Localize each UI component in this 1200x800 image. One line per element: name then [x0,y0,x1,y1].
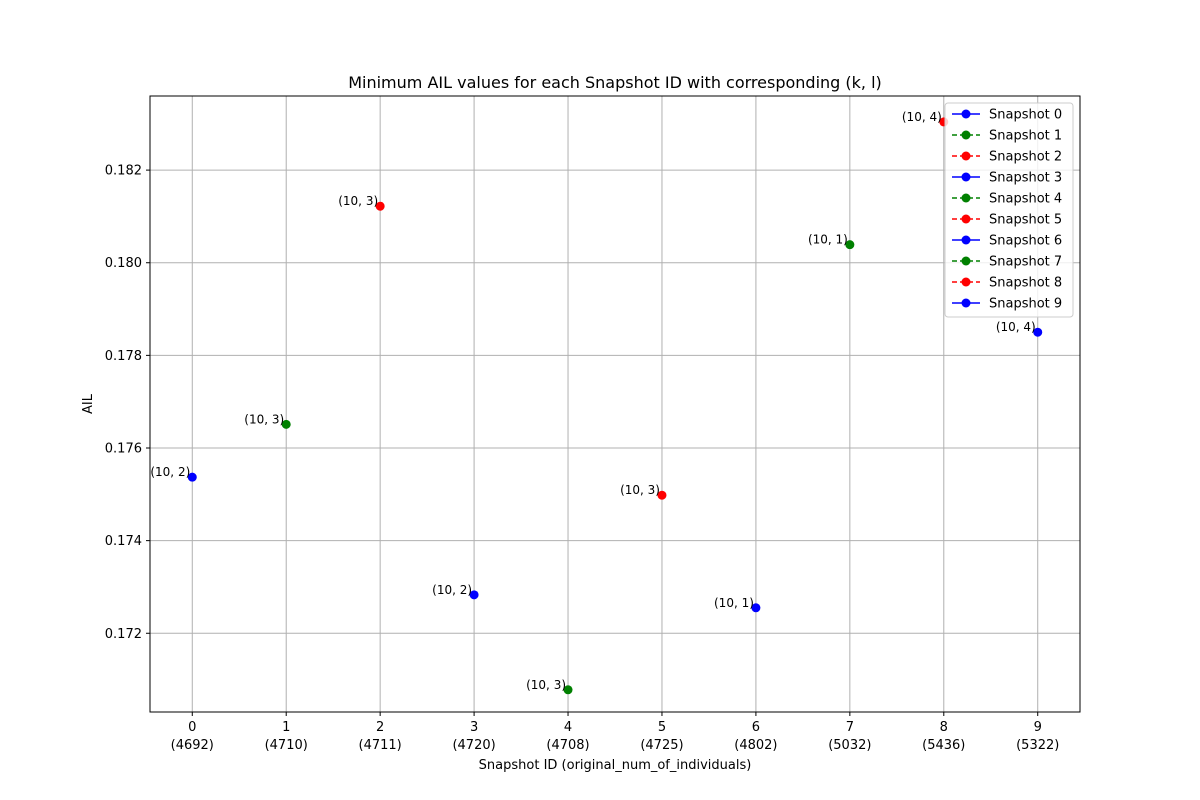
data-points [187,117,1043,695]
data-point-snapshot-0 [187,472,197,482]
x-tick-sublabel: (4725) [640,738,683,753]
legend: Snapshot 0 Snapshot 1 Snapshot 2 Snapshot 3… [944,102,1074,318]
point-label-snapshot-1: (10, 3) [244,412,284,426]
legend-marker-snapshot-2 [961,151,971,161]
x-tick-sublabel: (4802) [734,738,777,753]
data-point-snapshot-2 [375,201,385,211]
x-tick-sublabel: (5322) [1016,738,1059,753]
legend-label-snapshot-3: Snapshot 3 [989,171,1062,186]
legend-label-snapshot-6: Snapshot 6 [989,234,1062,249]
x-tick-sublabel: (5032) [828,738,871,753]
x-tick-sublabel: (4711) [359,738,402,753]
legend-label-snapshot-1: Snapshot 1 [989,129,1062,144]
y-tick-label: 0.182 [105,164,142,179]
legend-marker-snapshot-3 [961,172,971,182]
legend-label-snapshot-0: Snapshot 0 [989,108,1062,123]
x-tick-label: 0 [188,720,196,735]
data-point-snapshot-7 [845,240,855,250]
plot-area-frame [149,95,1081,713]
grid [150,96,1080,712]
chart-title: Minimum AIL values for each Snapshot ID … [348,73,882,92]
data-point-snapshot-4 [563,685,573,695]
legend-marker-snapshot-1 [961,130,971,140]
y-axis-title: AIL [81,393,96,414]
legend-label-snapshot-2: Snapshot 2 [989,150,1062,165]
x-tick-sublabel: (4692) [171,738,214,753]
legend-marker-snapshot-6 [961,235,971,245]
legend-label-snapshot-8: Snapshot 8 [989,276,1062,291]
legend-marker-snapshot-9 [961,298,971,308]
data-point-snapshot-1 [281,419,291,429]
axis-ticks: 0 (4692) 1 (4710) 2 (4711) 3 (4720) 4 (4708) 5 (472… [105,164,1060,753]
x-tick-label: 6 [752,720,760,735]
data-point-snapshot-9 [1033,327,1043,337]
legend-marker-snapshot-5 [961,214,971,224]
y-tick-label: 0.178 [105,349,142,364]
point-label-snapshot-8: (10, 4) [902,110,942,124]
x-tick-label: 3 [470,720,478,735]
y-tick-label: 0.176 [105,442,142,457]
point-label-snapshot-0: (10, 2) [150,465,190,479]
data-point-snapshot-5 [657,490,667,500]
x-tick-label: 9 [1034,720,1042,735]
data-point-snapshot-6 [751,603,761,613]
legend-label-snapshot-9: Snapshot 9 [989,297,1062,312]
x-tick-sublabel: (4710) [265,738,308,753]
point-label-snapshot-5: (10, 3) [620,483,660,497]
data-point-snapshot-3 [469,590,479,600]
point-label-snapshot-2: (10, 3) [338,194,378,208]
y-tick-label: 0.172 [105,627,142,642]
point-label-snapshot-7: (10, 1) [808,233,848,247]
legend-label-snapshot-7: Snapshot 7 [989,255,1062,270]
x-tick-sublabel: (4708) [546,738,589,753]
y-tick-label: 0.174 [105,534,142,549]
point-label-snapshot-4: (10, 3) [526,678,566,692]
point-label-snapshot-3: (10, 2) [432,583,472,597]
legend-label-snapshot-4: Snapshot 4 [989,192,1062,207]
x-tick-label: 4 [564,720,572,735]
y-tick-label: 0.180 [105,256,142,271]
legend-label-snapshot-5: Snapshot 5 [989,213,1062,228]
legend-marker-snapshot-0 [961,109,971,119]
x-tick-label: 8 [940,720,948,735]
x-tick-label: 2 [376,720,384,735]
x-tick-sublabel: (4720) [452,738,495,753]
legend-marker-snapshot-7 [961,256,971,266]
legend-marker-snapshot-8 [961,277,971,287]
point-label-snapshot-6: (10, 1) [714,596,754,610]
point-labels: (10, 2) (10, 3) (10, 3) (10, 2) (10, 3) (10, … [150,110,1035,692]
x-tick-label: 7 [846,720,854,735]
legend-marker-snapshot-4 [961,193,971,203]
x-axis-title: Snapshot ID (original_num_of_individuals… [479,758,752,773]
x-tick-label: 5 [658,720,666,735]
x-tick-sublabel: (5436) [922,738,965,753]
x-tick-label: 1 [282,720,290,735]
point-label-snapshot-9: (10, 4) [996,320,1036,334]
